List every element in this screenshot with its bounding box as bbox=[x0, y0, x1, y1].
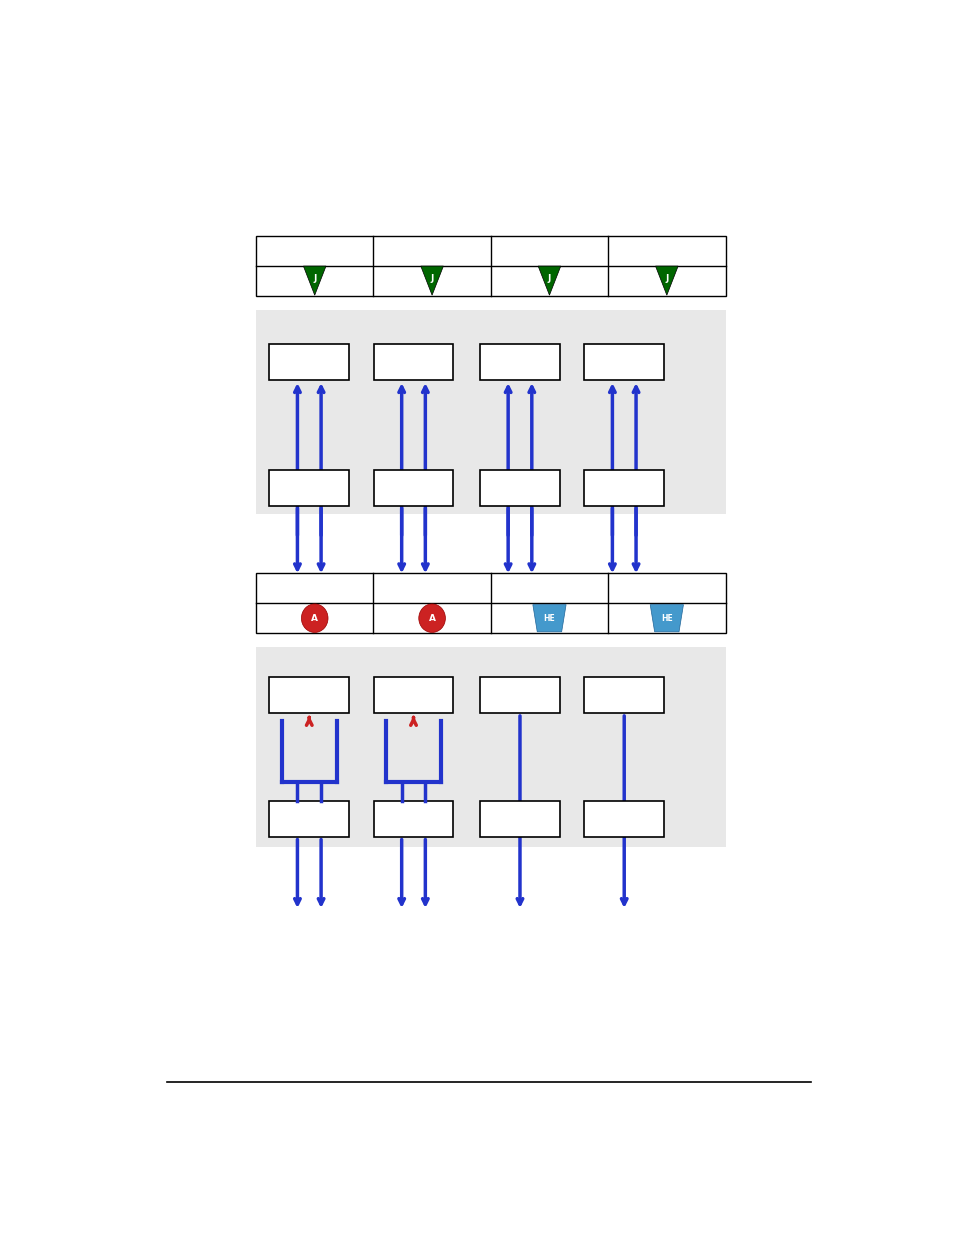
Text: HE: HE bbox=[543, 614, 555, 622]
Polygon shape bbox=[650, 605, 682, 632]
Bar bbox=[269, 800, 349, 836]
Polygon shape bbox=[420, 266, 443, 295]
Polygon shape bbox=[303, 266, 326, 295]
Bar bbox=[269, 345, 349, 380]
Bar bbox=[479, 345, 559, 380]
Bar bbox=[255, 310, 724, 514]
Ellipse shape bbox=[418, 604, 445, 632]
Polygon shape bbox=[533, 605, 565, 632]
Bar bbox=[479, 800, 559, 836]
Bar bbox=[255, 573, 724, 634]
Text: J: J bbox=[313, 274, 316, 283]
Polygon shape bbox=[655, 266, 678, 295]
Bar bbox=[479, 677, 559, 713]
Bar bbox=[583, 800, 663, 836]
Bar bbox=[255, 647, 724, 847]
Text: A: A bbox=[311, 614, 318, 622]
Bar bbox=[479, 469, 559, 506]
Bar bbox=[583, 469, 663, 506]
Polygon shape bbox=[537, 266, 560, 295]
Bar bbox=[374, 677, 453, 713]
Bar bbox=[255, 236, 724, 295]
Bar bbox=[269, 469, 349, 506]
Bar bbox=[583, 345, 663, 380]
Text: J: J bbox=[430, 274, 434, 283]
Text: J: J bbox=[547, 274, 551, 283]
Text: HE: HE bbox=[660, 614, 672, 622]
Bar bbox=[374, 345, 453, 380]
Bar bbox=[583, 677, 663, 713]
Text: A: A bbox=[428, 614, 436, 622]
Text: J: J bbox=[664, 274, 668, 283]
Bar bbox=[374, 469, 453, 506]
Bar bbox=[374, 800, 453, 836]
Ellipse shape bbox=[301, 604, 328, 632]
Bar bbox=[269, 677, 349, 713]
